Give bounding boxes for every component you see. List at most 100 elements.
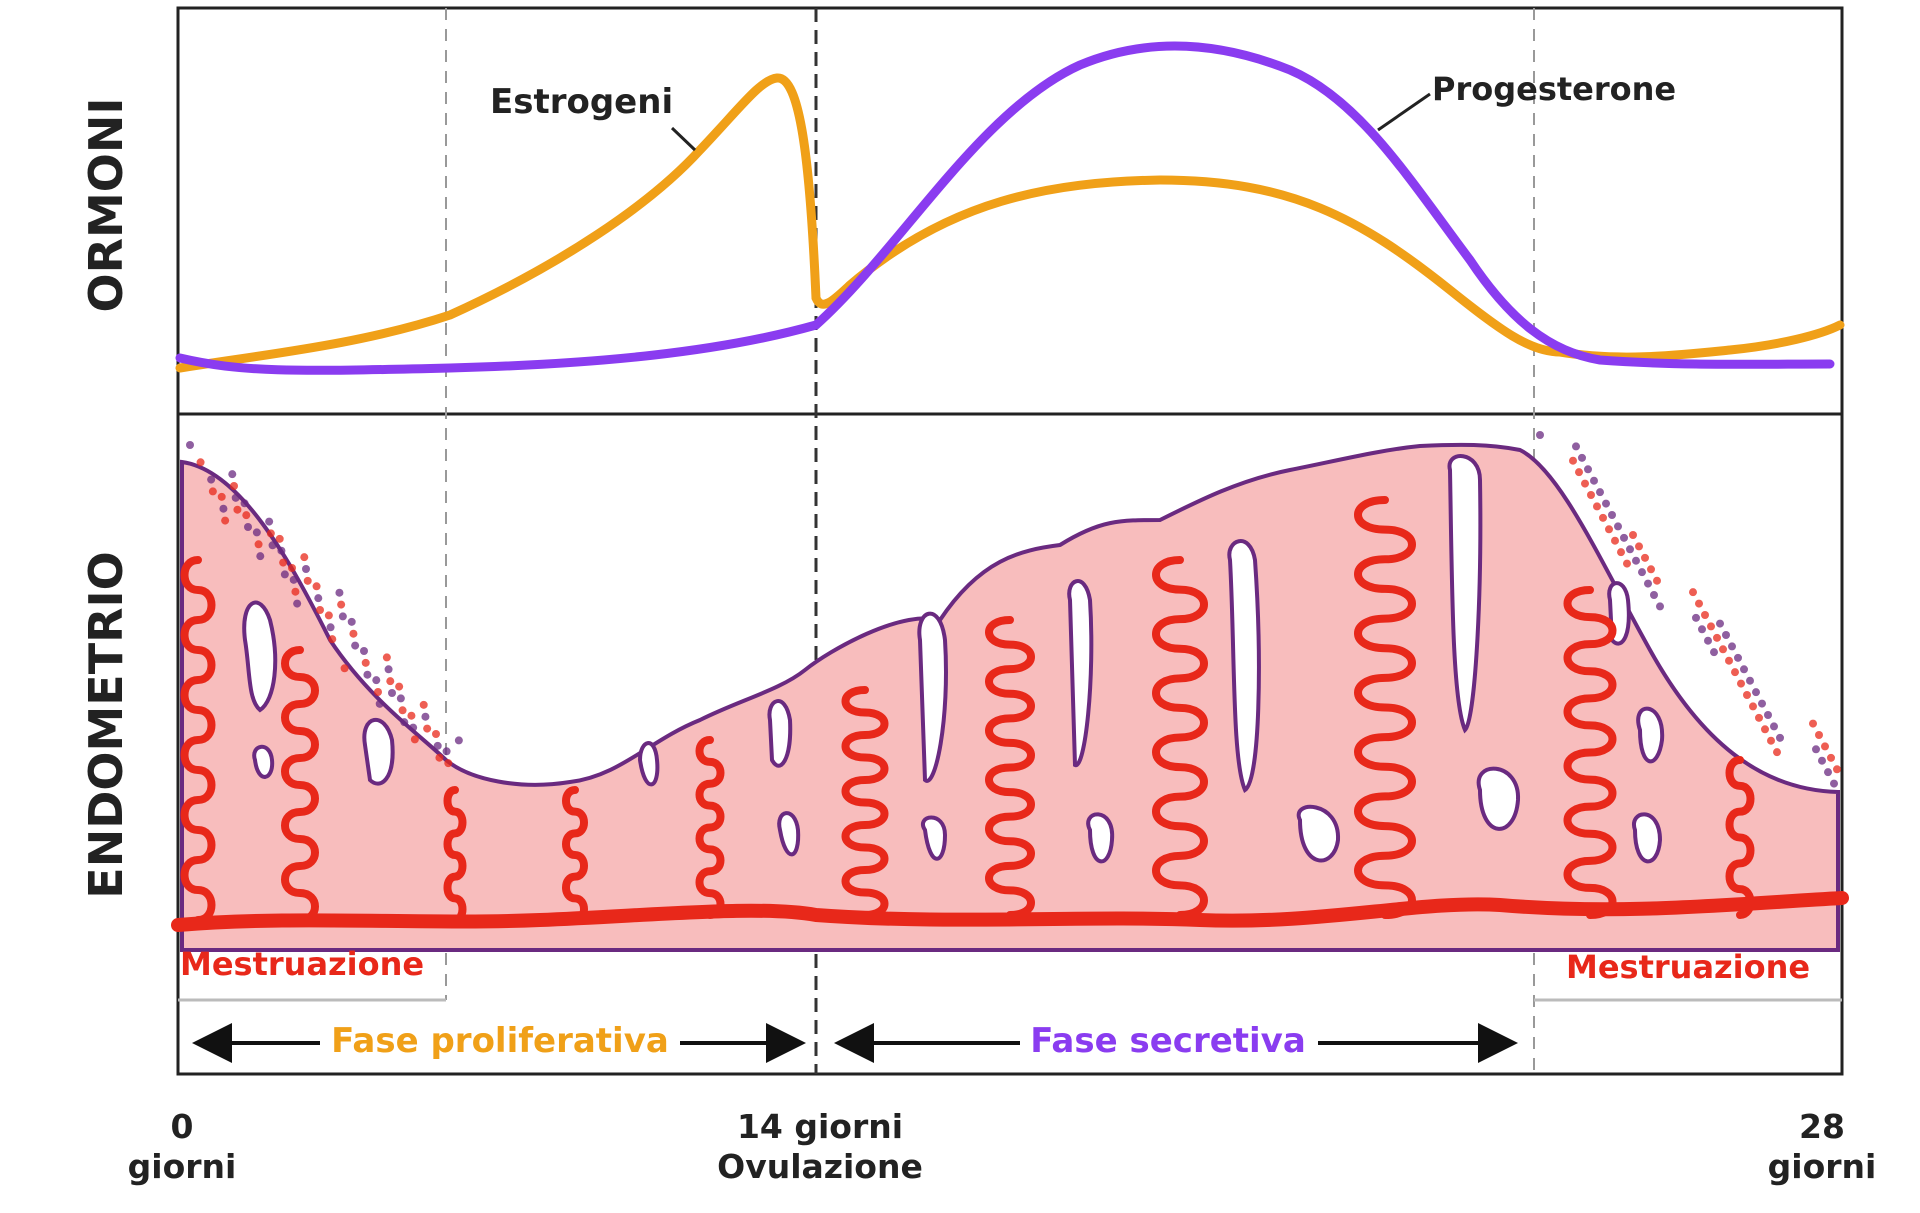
shedding-particle: [1833, 765, 1841, 774]
shedding-particle: [1602, 499, 1610, 508]
shedding-particle: [1773, 748, 1781, 757]
mestruazione-label-right: Mestruazione: [1566, 948, 1810, 986]
shedding-particle: [289, 575, 298, 584]
shedding-particle: [1692, 613, 1700, 622]
mestruazione-label-left: Mestruazione: [180, 945, 424, 983]
shedding-particle: [1584, 465, 1592, 474]
shedding-particle: [384, 665, 393, 674]
gland: [917, 611, 948, 783]
shedding-particle: [266, 529, 275, 538]
shedding-particle: [442, 747, 451, 756]
shedding-particle: [219, 504, 228, 513]
shedding-particle: [396, 694, 405, 703]
shedding-particle: [337, 600, 346, 609]
shedding-particle: [293, 599, 302, 608]
gland: [1636, 706, 1665, 764]
axis-label-0-unit: giorni: [128, 1147, 237, 1186]
shedding-particle: [454, 736, 463, 745]
fase-secretiva-label: Fase secretiva: [1030, 1021, 1306, 1061]
axis-label-28-unit: giorni: [1768, 1147, 1877, 1186]
shedding-particle: [419, 700, 428, 709]
shedding-particle: [1689, 588, 1697, 597]
shedding-particle: [1749, 702, 1757, 711]
shedding-particle: [312, 582, 321, 591]
shedding-particle: [303, 576, 312, 585]
shedding-particle: [1725, 656, 1733, 665]
shedding-particle: [1617, 548, 1625, 557]
shedding-particle: [409, 723, 418, 732]
progesterone-curve: [175, 41, 1835, 375]
shedding-particle: [240, 499, 249, 508]
shedding-particle: [1698, 625, 1706, 634]
estrogeni-curve: [175, 73, 1845, 373]
shedding-particle: [1770, 722, 1778, 731]
shedding-particle: [256, 552, 265, 561]
shedding-particle: [1608, 511, 1616, 519]
shedding-particle: [432, 730, 440, 738]
progesterone-leader-line: [1377, 92, 1431, 132]
axis-label-28: 28: [1799, 1107, 1845, 1146]
shedding-particle: [382, 653, 391, 662]
shedding-particle: [314, 594, 323, 603]
shedding-particle: [196, 458, 205, 467]
shedding-particle: [340, 664, 349, 673]
shedding-particle: [444, 759, 453, 768]
shedding-particle: [400, 718, 409, 727]
shedding-particle: [1614, 522, 1622, 531]
gland: [777, 811, 801, 857]
spiral-artery: [1563, 586, 1617, 919]
fase-proliferativa-label: Fase proliferativa: [331, 1021, 669, 1061]
shedding-particle: [1761, 725, 1769, 734]
shedding-particle: [1752, 688, 1760, 697]
spiral-artery: [281, 646, 319, 924]
shedding-particles-left: [186, 441, 463, 768]
shedding-particle: [1596, 488, 1604, 497]
shedding-particle: [268, 541, 277, 550]
gland: [1632, 812, 1663, 864]
shedding-particle: [1737, 679, 1745, 688]
shedding-particle: [360, 647, 368, 655]
shedding-particle: [375, 699, 384, 708]
shedding-particle: [1578, 453, 1586, 462]
shedding-particle: [288, 564, 296, 572]
shedding-particle: [1605, 525, 1613, 534]
spiral-artery: [443, 786, 467, 924]
shedding-particle: [1764, 711, 1772, 719]
shedding-particle: [1722, 631, 1730, 639]
spiral-artery: [1354, 496, 1416, 919]
shedding-particle: [1590, 476, 1598, 485]
shedding-particle: [221, 516, 230, 525]
spiral-artery: [562, 786, 588, 924]
shedding-particle: [1824, 768, 1832, 777]
shedding-particle: [1632, 556, 1640, 565]
shedding-particle: [1635, 542, 1643, 551]
shedding-particle: [1641, 553, 1649, 562]
gland: [921, 815, 948, 861]
shedding-particle: [217, 492, 226, 501]
gland: [1227, 539, 1261, 794]
shedding-particle: [279, 558, 288, 567]
shedding-particle: [1653, 576, 1661, 585]
shedding-particle: [1740, 665, 1748, 674]
shedding-particle: [324, 611, 333, 620]
shedding-particle: [363, 670, 372, 679]
shedding-particle: [275, 534, 284, 543]
shedding-particle: [338, 612, 347, 621]
shedding-particle: [280, 570, 289, 579]
gland: [252, 744, 275, 779]
shedding-particle: [1611, 536, 1619, 545]
shedding-particle: [1815, 731, 1823, 739]
shedding-particle: [1767, 736, 1775, 745]
shedding-particle: [1776, 733, 1784, 742]
shedding-particle: [410, 735, 419, 744]
shedding-particle: [1701, 611, 1709, 619]
shedding-particle: [1734, 653, 1742, 662]
shedding-particle: [1656, 602, 1664, 611]
shedding-particle: [395, 682, 404, 691]
gland: [637, 741, 660, 787]
shedding-particle: [372, 676, 381, 685]
shedding-particle: [252, 528, 261, 537]
shedding-particle: [228, 470, 237, 479]
gland: [242, 600, 278, 713]
